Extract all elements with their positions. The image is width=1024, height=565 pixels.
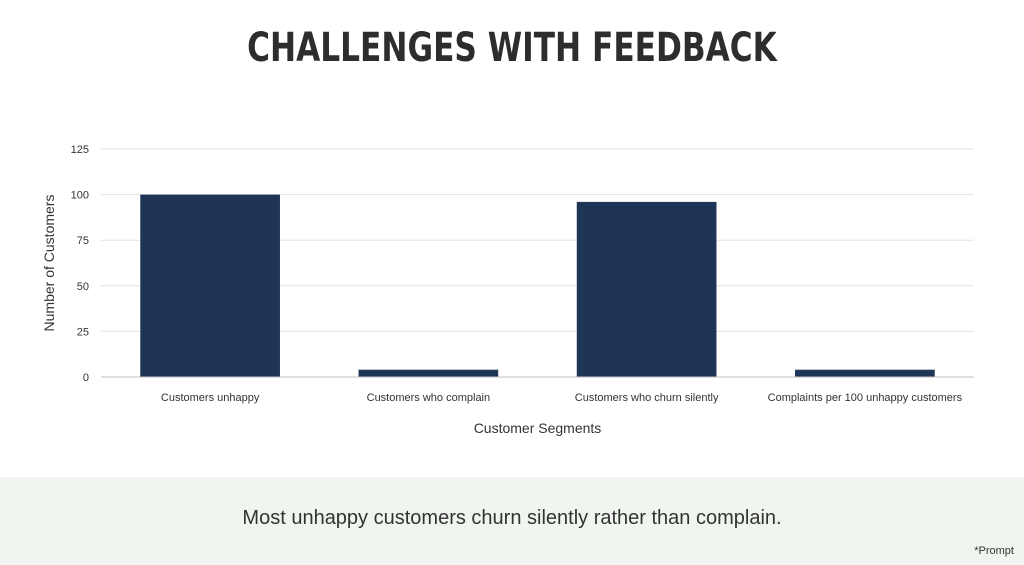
y-tick-label: 25 — [77, 326, 89, 338]
bar — [140, 194, 280, 377]
x-tick-label: Complaints per 100 unhappy customers — [768, 392, 963, 404]
y-tick-label: 100 — [71, 190, 89, 202]
bar — [795, 369, 935, 377]
prompt-note: *Prompt — [974, 545, 1014, 557]
x-tick-label: Customers who complain — [367, 392, 491, 404]
x-tick-labels: Customers unhappy Customers who complain C… — [161, 392, 963, 404]
y-tick-label: 75 — [77, 235, 89, 247]
bar — [358, 369, 499, 377]
y-tick-label: 125 — [71, 144, 89, 156]
y-tick-label: 0 — [83, 372, 89, 384]
x-axis-label: Customer Segments — [474, 420, 602, 436]
y-tick-label: 50 — [77, 281, 89, 293]
y-tick-labels: 0 25 50 75 100 125 — [71, 144, 89, 384]
x-tick-label: Customers who churn silently — [575, 392, 719, 404]
footer-band: Most unhappy customers churn silently ra… — [0, 477, 1024, 565]
x-tick-label: Customers unhappy — [161, 392, 260, 404]
bar — [576, 201, 717, 377]
page-title: CHALLENGES WITH FEEDBACK — [247, 25, 777, 71]
bars — [140, 194, 935, 377]
caption: Most unhappy customers churn silently ra… — [242, 507, 782, 529]
y-axis-label: Number of Customers — [41, 195, 57, 332]
